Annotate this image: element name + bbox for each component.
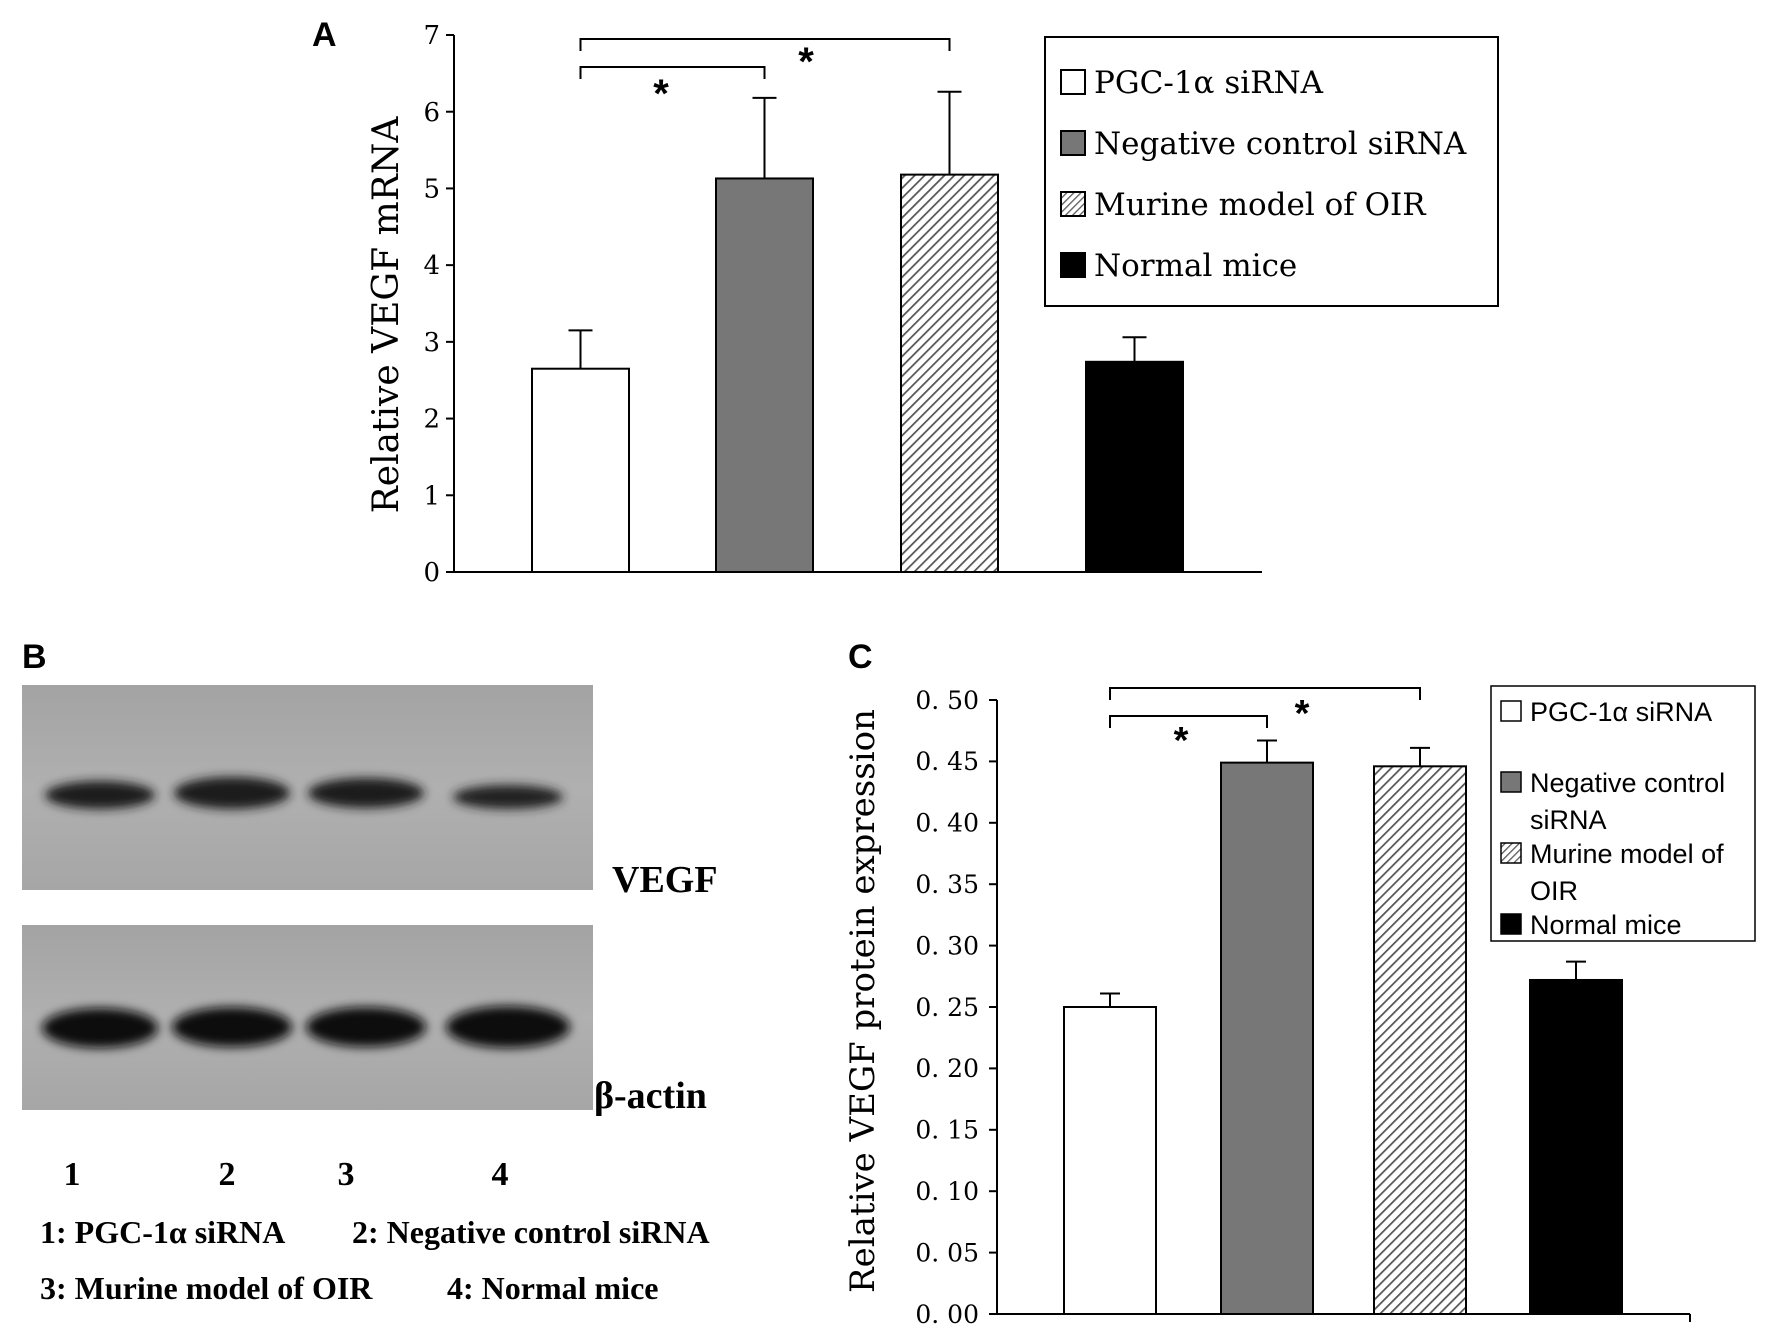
panel-c-legend-swatch: [1500, 913, 1522, 935]
panel-a-y-tick-label: 4: [423, 251, 440, 281]
panel-c-y-tick-label: 0. 45: [915, 747, 979, 776]
panel-c-significance-star: *: [1174, 720, 1189, 762]
panel-c-y-tick-label: 0. 00: [915, 1300, 979, 1329]
panel-a-legend-label: Normal mice: [1094, 248, 1297, 284]
panel-c-legend-swatch: [1500, 842, 1522, 864]
lane-legend-4: 4: Normal mice: [447, 1270, 658, 1306]
actin-band-lane-4: [446, 1006, 570, 1048]
panel-a-bars: [531, 90, 1184, 574]
panel-a-legend-swatch: [1060, 69, 1086, 95]
lane-number-2: 2: [219, 1156, 236, 1193]
panel-a-legend-label: Murine model of OIR: [1094, 187, 1427, 223]
panel-a-bar: [900, 173, 999, 573]
panel-a-significance-star: *: [653, 72, 669, 116]
panel-c-legend-frame: [1490, 685, 1756, 942]
panel-a-significance-star: *: [798, 40, 814, 84]
panel-c-significance: **: [1109, 687, 1421, 762]
panel-c-legend-swatch: [1500, 771, 1522, 793]
vegf-band-lane-3: [308, 778, 424, 808]
panel-a-legend-label: PGC-1α siRNA: [1094, 65, 1324, 101]
panel-c-y-tick-label: 0. 10: [915, 1177, 979, 1206]
panel-a-legend-swatch: [1060, 130, 1086, 156]
panel-a-legend-label: Negative control siRNA: [1094, 126, 1467, 162]
panel-c-legend-swatch: [1500, 700, 1522, 722]
lane-number-1: 1: [64, 1156, 81, 1193]
vegf-band-lane-1: [45, 781, 155, 809]
blot-strip-actin: [22, 925, 593, 1110]
panel-a-legend-swatch: [1060, 252, 1086, 278]
panel-c-legend-label: OIR: [1530, 876, 1578, 906]
vegf-band-lane-4: [453, 785, 563, 809]
lane-legend-3: 3: Murine model of OIR: [40, 1270, 373, 1306]
actin-band-lane-1: [42, 1008, 158, 1048]
panel-c-bar: [1529, 978, 1623, 1315]
panel-a-bar: [531, 367, 630, 574]
panel-c-legend: PGC-1α siRNA Negative control siRNA Murine …: [1490, 685, 1756, 942]
panel-a-significance-bracket: [579, 38, 951, 51]
panel-a-y-tick-label: 6: [423, 98, 440, 128]
panel-c-letter: C: [848, 638, 873, 676]
panel-c-y-tick-label: 0. 30: [915, 931, 979, 960]
actin-band-lane-3: [306, 1007, 426, 1047]
panel-c-bars: [1063, 739, 1623, 1315]
lane-legend-2: 2: Negative control siRNA: [352, 1214, 710, 1250]
panel-a-y-tick-label: 7: [423, 21, 440, 51]
panel-a-letter: A: [312, 16, 337, 54]
panel-c-significance-star: *: [1295, 693, 1310, 735]
panel-a-legend-frame: [1044, 36, 1499, 307]
panel-c-y-tick-label: 0. 20: [915, 1054, 979, 1083]
panel-c-y-tick-label: 0. 25: [915, 993, 979, 1022]
panel-c-y-tick-label: 0. 40: [915, 809, 979, 838]
panel-c-significance-bracket: [1109, 687, 1421, 700]
panel-a-y-tick-label: 0: [423, 558, 440, 588]
panel-c-y-tick-label: 0. 15: [915, 1116, 979, 1145]
actin-band-lane-2: [172, 1007, 292, 1047]
panel-c-legend-label: siRNA: [1530, 805, 1607, 835]
lane-number-4: 4: [492, 1156, 509, 1193]
blot-label-beta-actin: β-actin: [594, 1075, 707, 1117]
vegf-band-lane-2: [174, 777, 290, 809]
panel-c-axes: 0. 00 0. 05 0. 10 0. 15 0. 20 0. 25 0. 30 0. 35…: [915, 686, 1691, 1329]
panel-c-legend-label: Negative control: [1530, 768, 1725, 798]
panel-a-bar: [1085, 360, 1184, 573]
panel-a-significance-bracket: [579, 66, 766, 79]
panel-c-legend-label: Normal mice: [1530, 910, 1682, 940]
panel-a-y-axis-label: Relative VEGF mRNA: [366, 116, 407, 514]
panel-c-legend-label: Murine model of: [1530, 839, 1724, 869]
panel-a-y-tick-label: 3: [423, 328, 440, 358]
panel-c-y-axis-label: Relative VEGF protein expression: [843, 709, 883, 1293]
panel-a-legend-swatch: [1060, 191, 1086, 217]
panel-c-legend-label: PGC-1α siRNA: [1530, 697, 1712, 727]
panel-c-bar: [1220, 761, 1314, 1315]
panel-a-significance: **: [579, 38, 951, 116]
panel-b-western-blot: B VEGF β-actin 1 2 3 4 1: PGC-1α siRNA 2…: [22, 638, 718, 1306]
panel-a-bar: [715, 177, 814, 573]
panel-c-bar: [1373, 765, 1467, 1315]
panel-c-chart: C 0. 000. 050. 100. 150. 200. 250. 300. …: [843, 638, 1756, 1329]
lane-legend-1: 1: PGC-1α siRNA: [40, 1214, 285, 1250]
panel-c-y-tick-label: 0. 35: [915, 870, 979, 899]
panel-c-bar: [1063, 1006, 1157, 1315]
panel-a-y-tick-label: 2: [423, 405, 440, 435]
panel-c-y-tick-label: 0. 50: [915, 686, 979, 715]
blot-label-vegf: VEGF: [612, 859, 718, 901]
panel-a-y-tick-label: 1: [423, 481, 440, 511]
panel-b-letter: B: [22, 638, 47, 676]
panel-a-legend: PGC-1α siRNA Negative control siRNA Murine…: [1044, 36, 1499, 307]
blot-strip-vegf: [22, 685, 593, 890]
lane-number-3: 3: [338, 1156, 355, 1193]
panel-c-y-tick-label: 0. 05: [915, 1238, 979, 1267]
panel-a-y-tick-label: 5: [423, 175, 440, 205]
panel-c-significance-bracket: [1109, 715, 1268, 728]
